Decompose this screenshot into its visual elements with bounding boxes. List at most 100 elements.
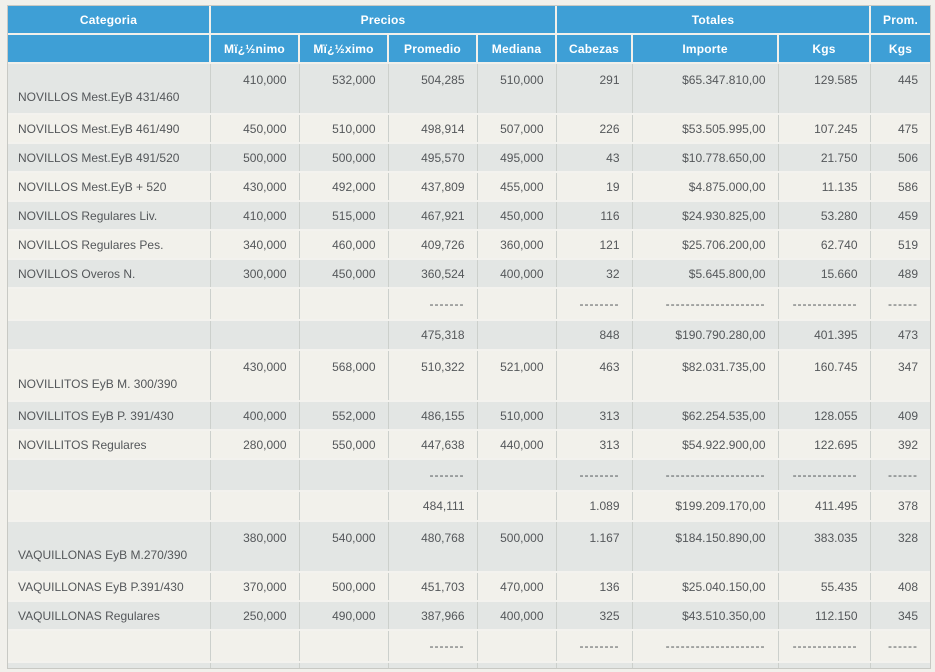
- cell-categoria: [8, 458, 210, 491]
- cell-minimo: 380,000: [209, 520, 299, 572]
- cell-kgs: 383.035: [777, 520, 871, 572]
- table-row: ------- -------- -------------------- -----…: [8, 458, 931, 491]
- cell-prom-kgs: 378: [869, 490, 931, 521]
- table-header: Categoria Precios Totales Prom. Mï¿½nimo…: [8, 6, 931, 64]
- cell-cabezas: [555, 661, 633, 668]
- cell-cabezas: 848: [555, 319, 633, 350]
- table-row: VAQUILLONAS Regulares 250,000 490,000 387,9…: [8, 600, 931, 630]
- cell-maximo: [298, 629, 388, 662]
- col-header-kgs: Kgs: [777, 33, 871, 64]
- cell-maximo: 515,000: [298, 200, 388, 230]
- cell-mediana: 495,000: [476, 142, 557, 172]
- cell-promedio: -------: [387, 287, 477, 320]
- cell-minimo: 250,000: [209, 600, 299, 630]
- table-body: NOVILLOS Mest.EyB 431/460 410,000 532,000 5…: [8, 63, 931, 668]
- cell-mediana: 521,000: [476, 349, 557, 401]
- cell-prom-kgs: 408: [869, 571, 931, 601]
- cell-promedio: 475,318: [387, 319, 477, 350]
- cell-prom-kgs: ------: [869, 629, 931, 662]
- cell-prom-kgs: 459: [869, 200, 931, 230]
- table-row: NOVILLOS Mest.EyB 461/490 450,000 510,000 4…: [8, 113, 931, 143]
- cell-kgs: 11.135: [777, 171, 871, 201]
- cell-importe: $65.347.810,00: [631, 63, 779, 114]
- cell-prom-kgs: 445: [869, 63, 931, 114]
- cell-cabezas: 116: [555, 200, 633, 230]
- cell-promedio: 484,111: [387, 490, 477, 521]
- cell-maximo: 490,000: [298, 600, 388, 630]
- cell-categoria: NOVILLOS Mest.EyB 431/460: [8, 63, 210, 114]
- cell-mediana: 500,000: [476, 520, 557, 572]
- cell-categoria: NOVILLOS Regulares Pes.: [8, 229, 210, 259]
- cell-maximo: 500,000: [298, 142, 388, 172]
- cell-promedio: 486,155: [387, 400, 477, 430]
- cell-mediana: [476, 287, 557, 320]
- cell-cabezas: 1.167: [555, 520, 633, 572]
- cell-maximo: [298, 287, 388, 320]
- header-categoria: Categoria: [8, 6, 210, 34]
- cell-prom-kgs: 489: [869, 258, 931, 288]
- cell-kgs: 128.055: [777, 400, 871, 430]
- cell-promedio: [387, 661, 477, 668]
- cell-prom-kgs: 347: [869, 349, 931, 401]
- cell-categoria: NOVILLITOS Regulares: [8, 429, 210, 459]
- cell-minimo: 300,000: [209, 258, 299, 288]
- cell-cabezas: 32: [555, 258, 633, 288]
- cell-promedio: 437,809: [387, 171, 477, 201]
- cell-promedio: 498,914: [387, 113, 477, 143]
- cell-categoria: [8, 490, 210, 521]
- table-row: NOVILLOS Mest.EyB + 520 430,000 492,000 437…: [8, 171, 931, 201]
- cell-importe: $54.922.900,00: [631, 429, 779, 459]
- cell-minimo: 410,000: [209, 63, 299, 114]
- cell-prom-kgs: 519: [869, 229, 931, 259]
- cell-importe: $190.790.280,00: [631, 319, 779, 350]
- cell-minimo: 500,000: [209, 142, 299, 172]
- cell-kgs: 122.695: [777, 429, 871, 459]
- cell-minimo: 400,000: [209, 400, 299, 430]
- cell-maximo: 568,000: [298, 349, 388, 401]
- cell-mediana: 510,000: [476, 63, 557, 114]
- cell-mediana: 455,000: [476, 171, 557, 201]
- cell-importe: $24.930.825,00: [631, 200, 779, 230]
- cell-importe: [631, 661, 779, 668]
- cell-categoria: NOVILLOS Mest.EyB 491/520: [8, 142, 210, 172]
- cell-minimo: 430,000: [209, 349, 299, 401]
- cell-importe: --------------------: [631, 287, 779, 320]
- cell-prom-kgs: 392: [869, 429, 931, 459]
- cell-kgs: 55.435: [777, 571, 871, 601]
- cell-kgs: 15.660: [777, 258, 871, 288]
- cell-maximo: 540,000: [298, 520, 388, 572]
- col-header-promedio: Promedio: [387, 33, 477, 64]
- cell-maximo: 492,000: [298, 171, 388, 201]
- cell-mediana: 450,000: [476, 200, 557, 230]
- cell-minimo: 450,000: [209, 113, 299, 143]
- cell-categoria: NOVILLOS Mest.EyB + 520: [8, 171, 210, 201]
- cell-mediana: 400,000: [476, 258, 557, 288]
- col-header-mediana: Mediana: [475, 33, 557, 64]
- cell-promedio: 495,570: [387, 142, 477, 172]
- cell-maximo: 450,000: [298, 258, 388, 288]
- cell-maximo: [298, 319, 388, 350]
- cell-maximo: [298, 661, 388, 668]
- cell-maximo: 460,000: [298, 229, 388, 259]
- cell-kgs: -------------: [777, 629, 871, 662]
- cell-mediana: 470,000: [476, 571, 557, 601]
- cell-promedio: 409,726: [387, 229, 477, 259]
- cell-cabezas: 1.089: [555, 490, 633, 521]
- cell-minimo: [209, 490, 299, 521]
- cell-mediana: [476, 661, 557, 668]
- cell-importe: $10.778.650,00: [631, 142, 779, 172]
- cell-prom-kgs: 473: [869, 319, 931, 350]
- cell-minimo: 410,000: [209, 200, 299, 230]
- cell-categoria: NOVILLOS Regulares Liv.: [8, 200, 210, 230]
- cell-prom-kgs: 409: [869, 400, 931, 430]
- cell-minimo: [209, 629, 299, 662]
- cell-minimo: 430,000: [209, 171, 299, 201]
- cell-minimo: [209, 287, 299, 320]
- cell-prom-kgs: 475: [869, 113, 931, 143]
- cell-maximo: 532,000: [298, 63, 388, 114]
- cell-cabezas: 226: [555, 113, 633, 143]
- cell-minimo: [209, 661, 299, 668]
- cell-importe: $43.510.350,00: [631, 600, 779, 630]
- cell-importe: $25.040.150,00: [631, 571, 779, 601]
- cell-importe: --------------------: [631, 458, 779, 491]
